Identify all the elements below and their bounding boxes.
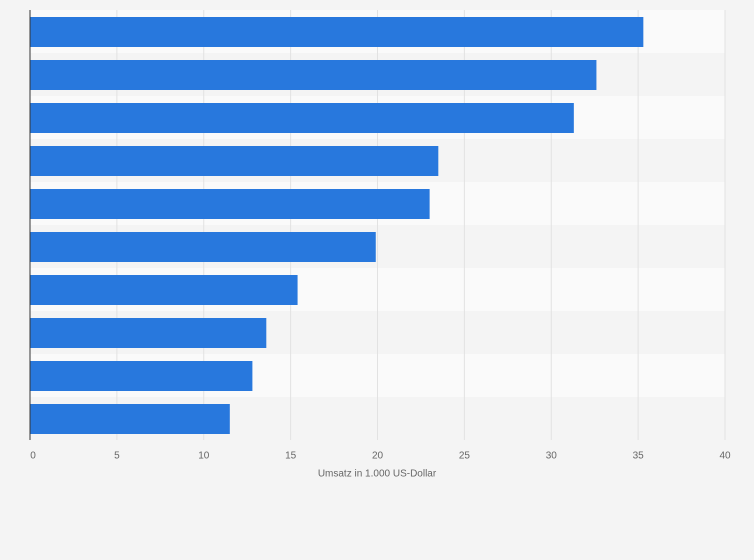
x-tick-label: 5 — [114, 451, 120, 462]
bar — [30, 60, 597, 90]
bar — [30, 361, 253, 391]
x-axis-label: Umsatz in 1.000 US-Dollar — [318, 469, 437, 480]
bar — [30, 318, 267, 348]
bar — [30, 189, 430, 219]
bar — [30, 404, 230, 434]
x-tick-label: 15 — [285, 451, 297, 462]
bar — [30, 275, 298, 305]
bar — [30, 103, 574, 133]
x-tick-label: 40 — [719, 451, 731, 462]
x-tick-label: 10 — [198, 451, 210, 462]
x-tick-label: 20 — [372, 451, 384, 462]
bar — [30, 17, 644, 47]
bar — [30, 232, 376, 262]
bar — [30, 146, 439, 176]
x-tick-label: 30 — [546, 451, 558, 462]
x-tick-label: 0 — [30, 451, 36, 462]
x-tick-label: 25 — [459, 451, 471, 462]
x-tick-label: 35 — [633, 451, 645, 462]
